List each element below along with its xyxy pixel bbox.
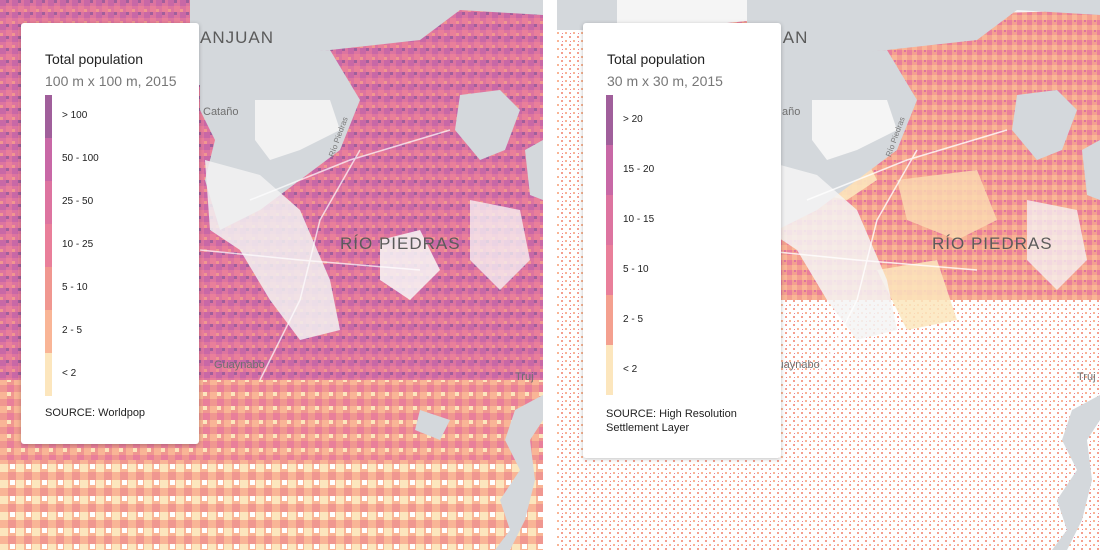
legend-swatch-5-10 (45, 267, 52, 310)
legend-swatch-lt2 (45, 353, 52, 396)
legend-label: 2 - 5 (62, 325, 83, 336)
legend-swatch-10-25 (45, 224, 52, 267)
legend-label: 5 - 10 (623, 264, 649, 275)
legend-swatch-5-10 (606, 245, 613, 295)
legend-swatch-10-15 (606, 195, 613, 245)
legend-source-line2: Settlement Layer (606, 422, 690, 434)
legend-swatch-lt2 (606, 345, 613, 395)
label-trujillo: Truj (1077, 371, 1096, 383)
label-san-juan: ANJUAN (200, 28, 275, 47)
legend-source: SOURCE: Worldpop (45, 407, 146, 419)
legend-swatch-2-5 (606, 295, 613, 345)
legend-subtitle: 100 m x 100 m, 2015 (45, 73, 177, 89)
map-panel-hrsl[interactable]: JUAN año RÍO PIEDRAS Guaynabo Río Piedra… (557, 0, 1100, 550)
label-trujillo: Truj (515, 371, 534, 383)
legend-hrsl: Total population 30 m x 30 m, 2015 > 20 … (583, 23, 781, 458)
population-map-100m[interactable] (0, 0, 543, 550)
label-guaynabo: Guaynabo (214, 359, 265, 371)
legend-label: 5 - 10 (62, 282, 88, 293)
map-panel-worldpop[interactable]: ANJUAN Cataño RÍO PIEDRAS Guaynabo Río P… (0, 0, 543, 550)
legend-source: SOURCE: High Resolution Settlement Layer (606, 407, 737, 435)
legend-source-line1: SOURCE: High Resolution (606, 408, 737, 420)
label-rio-piedras: RÍO PIEDRAS (932, 234, 1053, 253)
label-guaynabo: Guaynabo (769, 359, 820, 371)
legend-label: > 20 (623, 114, 643, 125)
label-rio-piedras: RÍO PIEDRAS (340, 234, 461, 253)
legend-label: 25 - 50 (62, 196, 94, 207)
legend-swatch-gt20 (606, 95, 613, 145)
legend-worldpop: Total population 100 m x 100 m, 2015 > 1… (21, 23, 199, 444)
label-catano: Cataño (203, 106, 239, 118)
legend-title: Total population (45, 51, 144, 67)
label-catano: año (782, 106, 801, 118)
legend-label: 50 - 100 (62, 153, 99, 164)
legend-label: < 2 (623, 364, 638, 375)
legend-swatch-25-50 (45, 181, 52, 224)
legend-label: < 2 (62, 368, 77, 379)
legend-label: 15 - 20 (623, 164, 655, 175)
legend-subtitle: 30 m x 30 m, 2015 (607, 73, 723, 89)
legend-title: Total population (607, 51, 706, 67)
legend-label: 10 - 25 (62, 239, 94, 250)
legend-swatch-15-20 (606, 145, 613, 195)
legend-label: 2 - 5 (623, 314, 644, 325)
legend-swatch-2-5 (45, 310, 52, 353)
legend-swatch-50-100 (45, 138, 52, 181)
legend-swatch-gt100 (45, 95, 52, 138)
legend-label: > 100 (62, 110, 88, 121)
legend-color-bar (45, 95, 52, 396)
legend-color-bar (606, 95, 613, 395)
legend-label: 10 - 15 (623, 214, 655, 225)
